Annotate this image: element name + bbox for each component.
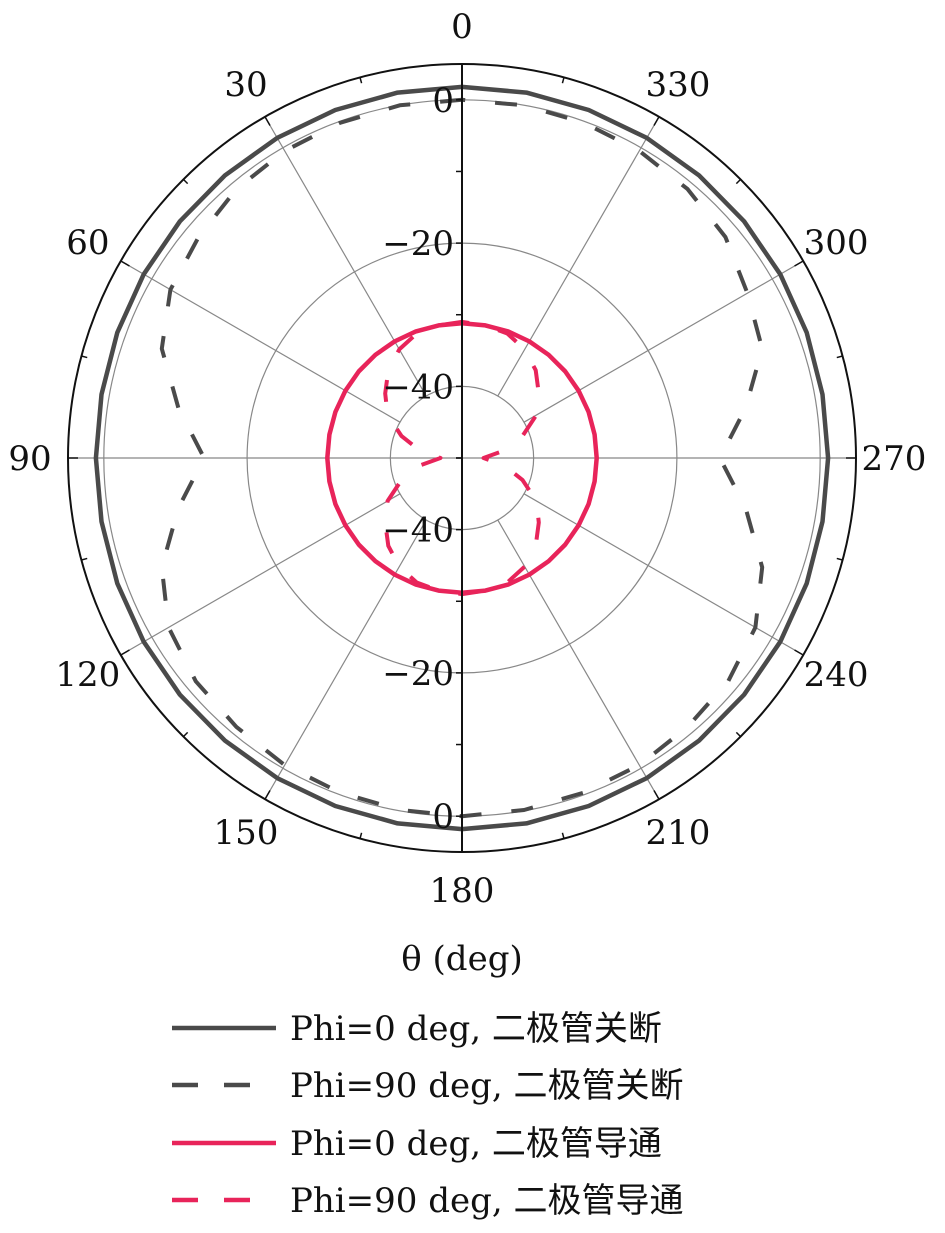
radial-tick-label: 0 — [432, 81, 454, 121]
theta-tick — [653, 790, 660, 800]
radial-tick-label: −20 — [382, 654, 454, 694]
theta-tick — [561, 832, 565, 839]
radial-tick-label: −40 — [382, 367, 454, 407]
theta-tick — [359, 77, 363, 84]
radial-tick-label: 0 — [432, 797, 454, 837]
grid-spoke — [497, 116, 660, 397]
theta-tick-label: 240 — [804, 655, 869, 695]
legend: Phi=0 deg, 二极管关断 Phi=90 deg, 二极管关断 Phi=0 d… — [172, 1009, 683, 1221]
grid-spoke — [120, 260, 401, 423]
x-axis-label: θ (deg) — [401, 939, 522, 979]
radial-tick-label: −20 — [382, 224, 454, 264]
radial-tick-label: −40 — [382, 511, 454, 551]
theta-tick — [735, 178, 742, 185]
grid-spoke — [264, 519, 427, 800]
theta-tick — [735, 731, 742, 738]
theta-tick — [182, 178, 189, 185]
theta-tick-label: 270 — [862, 439, 927, 479]
legend-label-0: Phi=0 deg, 二极管关断 — [290, 1009, 662, 1049]
grid-spoke — [523, 260, 804, 423]
theta-tick — [264, 116, 271, 126]
theta-tick — [836, 557, 843, 561]
theta-tick-label: 300 — [804, 223, 869, 263]
theta-tick-label: 210 — [646, 813, 711, 853]
theta-tick — [264, 790, 271, 800]
theta-tick — [81, 557, 88, 561]
theta-tick — [561, 77, 565, 84]
grid-spoke — [497, 519, 660, 800]
theta-tick-label: 0 — [451, 7, 473, 47]
theta-tick — [81, 355, 88, 359]
theta-tick — [120, 260, 130, 267]
theta-tick — [359, 832, 363, 839]
theta-tick-label: 90 — [8, 439, 51, 479]
legend-label-3: Phi=90 deg, 二极管导通 — [290, 1181, 683, 1221]
theta-tick-label: 60 — [66, 223, 109, 263]
grid-spoke — [120, 493, 401, 656]
axes: 0 0 −20 −20 −40 −40 0 30 60 90 120 150 180 210 240 270 3… — [8, 7, 926, 911]
legend-label-2: Phi=0 deg, 二极管导通 — [290, 1124, 662, 1164]
theta-tick-label: 30 — [224, 65, 267, 105]
theta-tick-label: 330 — [646, 65, 711, 105]
theta-tick-label: 120 — [55, 655, 120, 695]
theta-tick — [836, 355, 843, 359]
theta-tick-label: 180 — [430, 871, 495, 911]
theta-tick — [794, 260, 804, 267]
theta-tick — [794, 649, 804, 656]
legend-label-1: Phi=90 deg, 二极管关断 — [290, 1066, 683, 1106]
theta-tick — [182, 731, 189, 738]
theta-tick — [653, 116, 660, 126]
theta-tick — [120, 649, 130, 656]
theta-tick-label: 150 — [214, 813, 279, 853]
